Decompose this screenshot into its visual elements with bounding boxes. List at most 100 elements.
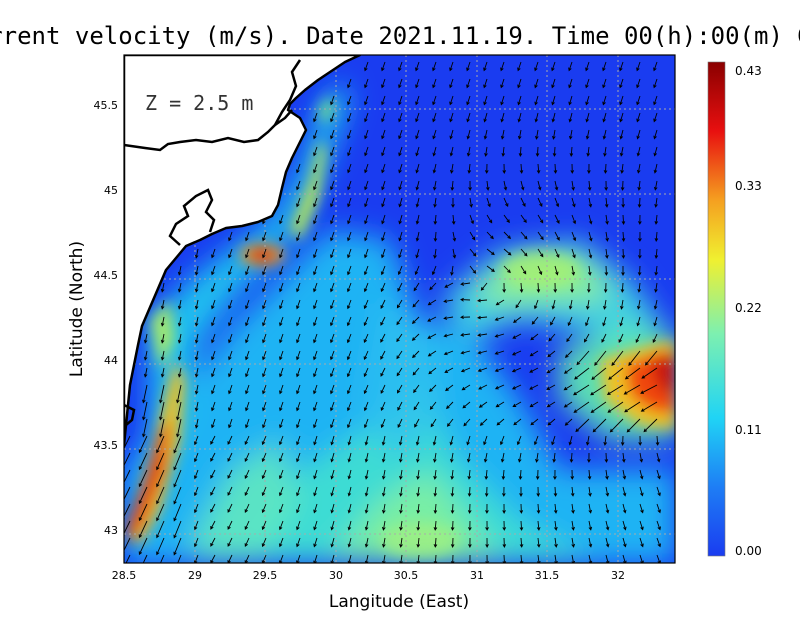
velocity-arrow xyxy=(611,350,624,367)
velocity-arrow xyxy=(571,197,576,208)
velocity-arrow xyxy=(414,265,420,276)
velocity-arrow xyxy=(346,367,352,378)
velocity-arrow xyxy=(262,384,267,395)
velocity-arrow xyxy=(654,248,659,259)
velocity-arrow xyxy=(513,316,522,323)
velocity-arrow xyxy=(193,503,199,514)
velocity-arrow xyxy=(450,537,455,548)
velocity-arrow xyxy=(451,198,455,208)
velocity-arrow xyxy=(554,537,558,548)
y-axis: 43 43.5 44 44.5 45 45.5 Latitude (North) xyxy=(67,99,118,537)
velocity-arrow xyxy=(363,367,369,378)
velocity-arrow xyxy=(330,469,335,480)
velocity-arrow xyxy=(587,282,591,293)
velocity-arrow xyxy=(397,282,403,292)
velocity-arrow xyxy=(535,469,540,480)
velocity-arrow xyxy=(173,435,182,454)
velocity-arrow xyxy=(296,503,301,514)
velocity-arrow xyxy=(397,384,403,394)
velocity-arrow xyxy=(412,367,420,376)
velocity-arrow xyxy=(296,163,301,174)
velocity-arrow xyxy=(639,554,644,563)
velocity-arrow xyxy=(156,435,165,454)
velocity-arrow xyxy=(653,129,658,140)
velocity-arrow xyxy=(433,197,437,208)
velocity-arrow xyxy=(570,469,575,480)
colorbar-gradient xyxy=(708,62,725,556)
velocity-arrow xyxy=(446,401,454,410)
velocity-arrow xyxy=(313,401,318,412)
velocity-arrow xyxy=(211,299,216,310)
velocity-arrow xyxy=(588,537,593,548)
velocity-arrow xyxy=(427,299,437,306)
velocity-arrow xyxy=(478,384,488,390)
velocity-arrow xyxy=(618,333,624,344)
velocity-arrow xyxy=(533,299,539,310)
velocity-arrow xyxy=(486,265,495,272)
velocity-arrow xyxy=(380,265,386,276)
y-tick-label: 43 xyxy=(104,524,118,537)
velocity-arrow xyxy=(415,197,420,208)
velocity-arrow xyxy=(551,299,556,310)
velocity-arrow xyxy=(450,486,455,497)
velocity-arrow xyxy=(363,350,369,361)
velocity-arrow xyxy=(466,61,471,72)
velocity-arrow xyxy=(156,469,165,488)
velocity-arrow xyxy=(313,384,318,395)
velocity-arrow xyxy=(313,214,318,225)
velocity-arrow xyxy=(244,435,250,446)
velocity-arrow xyxy=(364,248,369,259)
velocity-arrow xyxy=(620,435,625,446)
velocity-arrow xyxy=(227,486,233,496)
velocity-arrow xyxy=(296,180,301,191)
velocity-arrow xyxy=(244,503,250,514)
velocity-arrow xyxy=(194,418,199,429)
velocity-arrow xyxy=(228,350,233,361)
velocity-arrow xyxy=(159,384,165,404)
velocity-arrow xyxy=(499,435,505,446)
velocity-arrow xyxy=(518,146,523,157)
velocity-arrow xyxy=(124,537,131,554)
velocity-arrow xyxy=(469,248,477,257)
velocity-arrow xyxy=(398,95,403,106)
velocity-arrow xyxy=(656,520,661,531)
velocity-arrow xyxy=(511,367,522,373)
velocity-arrow xyxy=(245,367,250,378)
velocity-arrow xyxy=(173,537,182,556)
velocity-arrow xyxy=(621,197,625,208)
velocity-arrow xyxy=(605,248,609,259)
velocity-arrow xyxy=(602,78,607,89)
velocity-arrow xyxy=(536,282,541,293)
velocity-arrow xyxy=(656,469,661,480)
velocity-arrow xyxy=(654,282,658,293)
velocity-arrow xyxy=(486,214,493,224)
velocity-arrow xyxy=(587,265,592,276)
velocity-arrow xyxy=(347,520,352,531)
velocity-arrow xyxy=(571,214,577,225)
y-tick-label: 44.5 xyxy=(94,269,119,282)
velocity-arrow xyxy=(638,231,642,242)
velocity-arrow xyxy=(160,367,165,378)
velocity-arrow xyxy=(346,282,352,293)
velocity-arrow xyxy=(381,146,386,157)
velocity-arrow xyxy=(654,214,659,225)
velocity-arrow xyxy=(605,520,610,531)
velocity-arrow xyxy=(432,180,437,191)
velocity-arrow xyxy=(347,180,352,191)
velocity-arrow xyxy=(364,129,369,140)
velocity-arrow xyxy=(529,401,539,408)
velocity-arrow xyxy=(346,350,352,361)
velocity-arrow xyxy=(603,299,607,310)
velocity-arrow xyxy=(296,469,301,480)
velocity-arrow xyxy=(262,350,267,361)
velocity-arrow xyxy=(551,95,556,106)
velocity-arrow xyxy=(635,333,641,344)
velocity-arrow xyxy=(329,333,335,344)
velocity-arrow xyxy=(380,299,386,309)
velocity-arrow xyxy=(592,418,607,433)
velocity-arrow xyxy=(638,214,642,225)
x-tick-label: 30 xyxy=(329,569,343,582)
velocity-arrow xyxy=(588,503,593,514)
velocity-arrow xyxy=(653,299,658,310)
velocity-arrow xyxy=(427,350,437,357)
